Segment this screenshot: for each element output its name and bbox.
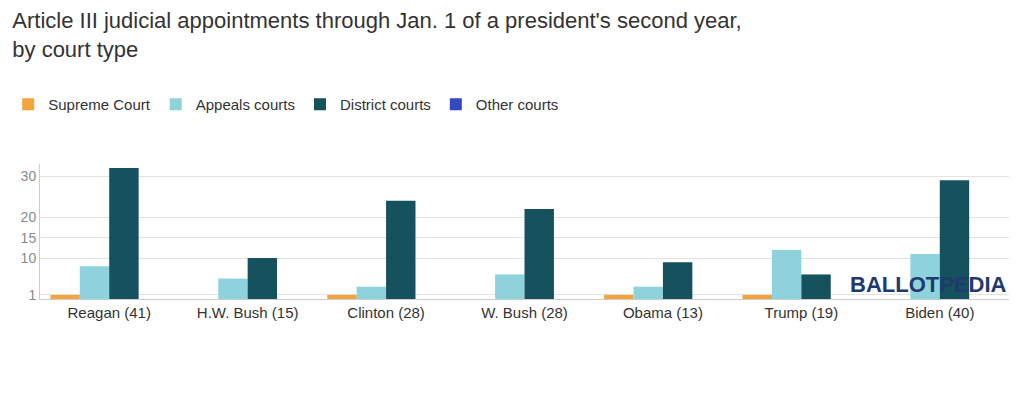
svg-text:1: 1 bbox=[28, 287, 36, 303]
svg-text:15: 15 bbox=[21, 230, 37, 246]
svg-text:Clinton (28): Clinton (28) bbox=[347, 304, 425, 321]
svg-text:Obama (13): Obama (13) bbox=[623, 304, 703, 321]
svg-text:BALLOTPEDIA: BALLOTPEDIA bbox=[850, 272, 1007, 297]
svg-text:10: 10 bbox=[21, 250, 37, 266]
svg-text:H.W. Bush (15): H.W. Bush (15) bbox=[197, 304, 299, 321]
svg-text:Biden (40): Biden (40) bbox=[905, 304, 974, 321]
svg-text:Appeals courts: Appeals courts bbox=[196, 96, 295, 113]
svg-text:Trump (19): Trump (19) bbox=[765, 304, 839, 321]
svg-text:30: 30 bbox=[21, 168, 37, 184]
svg-text:District courts: District courts bbox=[340, 96, 431, 113]
svg-text:20: 20 bbox=[21, 209, 37, 225]
svg-text:Supreme Court: Supreme Court bbox=[48, 96, 151, 113]
svg-text:Article III judicial appointme: Article III judicial appointments throug… bbox=[12, 8, 741, 62]
svg-text:Reagan (41): Reagan (41) bbox=[68, 304, 151, 321]
svg-text:Other courts: Other courts bbox=[476, 96, 559, 113]
svg-text:W. Bush (28): W. Bush (28) bbox=[481, 304, 568, 321]
